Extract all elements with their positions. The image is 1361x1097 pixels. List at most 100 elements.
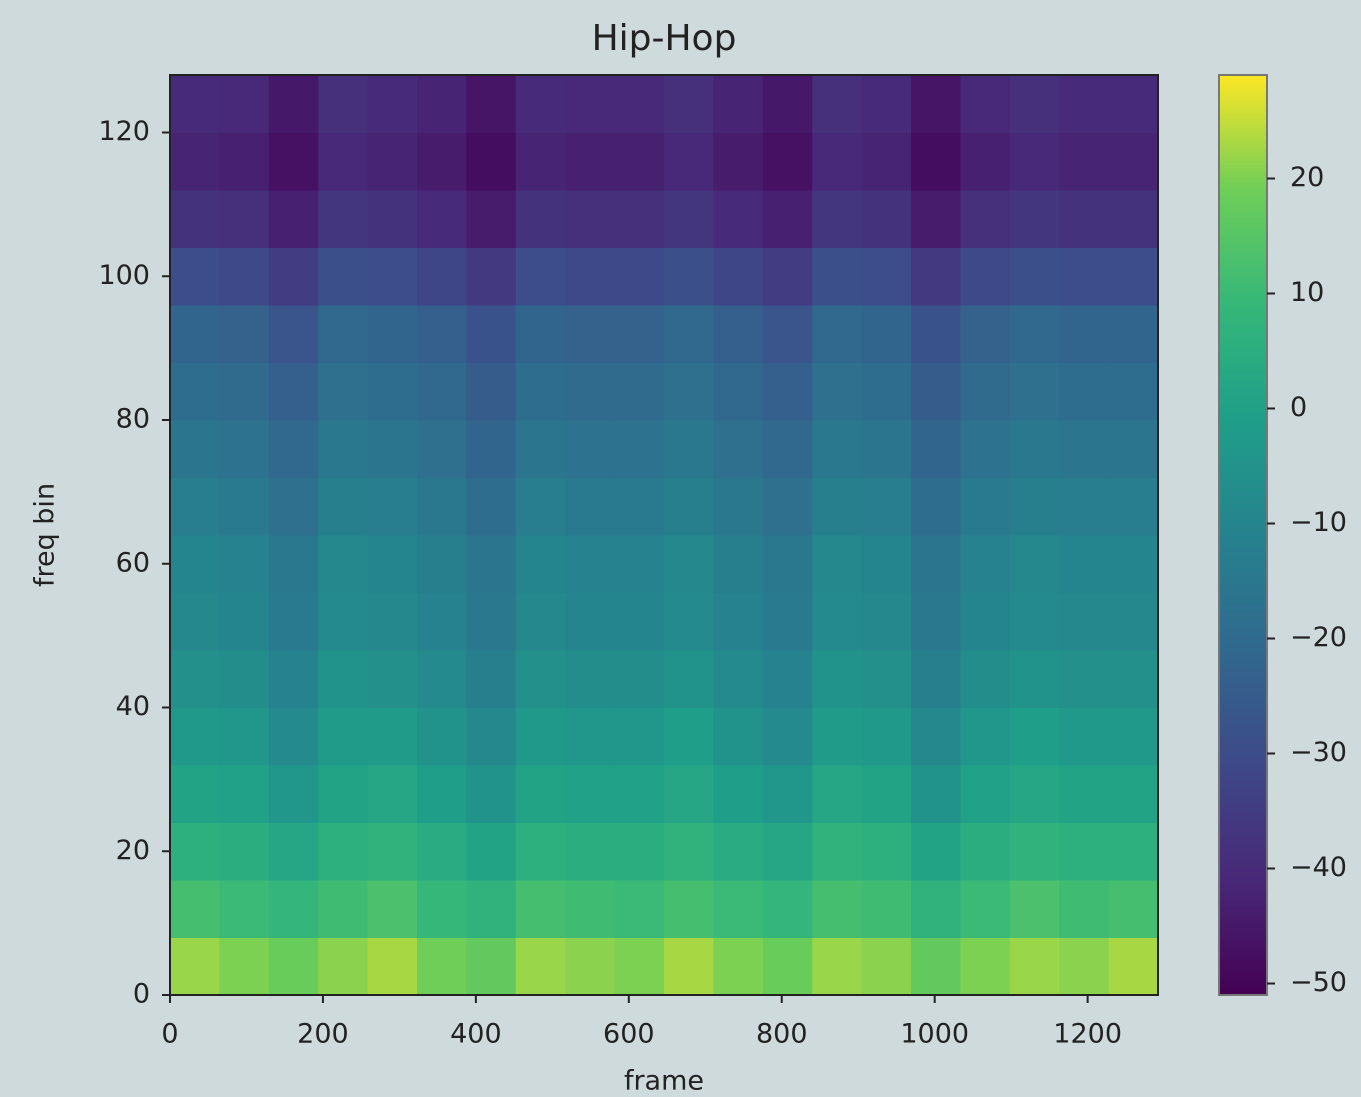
heatmap-cell <box>664 707 714 766</box>
heatmap-cell <box>318 190 369 248</box>
heatmap-cell <box>1009 592 1060 651</box>
heatmap-cell <box>664 75 714 133</box>
heatmap-cell <box>664 190 714 248</box>
heatmap-cell <box>268 937 319 996</box>
heatmap-cell <box>812 822 863 881</box>
heatmap-cell <box>960 592 1011 651</box>
heatmap-cell <box>417 420 467 478</box>
heatmap-cell <box>417 477 467 536</box>
heatmap-cell <box>812 707 863 766</box>
x-tick-label: 1000 <box>900 1019 969 1050</box>
heatmap-cell <box>1009 305 1060 363</box>
heatmap-cell <box>911 305 961 363</box>
heatmap-cell <box>219 190 270 248</box>
heatmap-cell <box>614 420 665 478</box>
heatmap-cell <box>1009 707 1060 766</box>
heatmap-cell <box>1059 650 1110 708</box>
heatmap-cell <box>1108 420 1159 478</box>
heatmap-cell <box>219 420 270 478</box>
heatmap-cell <box>861 362 912 421</box>
heatmap-cell <box>1108 362 1159 421</box>
heatmap-cell <box>861 190 912 248</box>
heatmap-cell <box>565 305 616 363</box>
heatmap-cell <box>268 822 319 881</box>
heatmap-cell <box>268 190 319 248</box>
heatmap-cell <box>614 362 665 421</box>
heatmap-cell <box>713 190 764 248</box>
heatmap-cell <box>515 190 566 248</box>
heatmap-cell <box>614 132 665 191</box>
heatmap-cell <box>762 305 813 363</box>
heatmap-cell <box>417 535 467 593</box>
y-tick-label: 60 <box>116 547 150 578</box>
heatmap-cell <box>960 420 1011 478</box>
heatmap-cell <box>812 880 863 938</box>
heatmap-cell <box>170 937 220 996</box>
x-tick-label: 1200 <box>1053 1019 1122 1050</box>
heatmap-cell <box>219 937 270 996</box>
heatmap-cell <box>219 707 270 766</box>
heatmap-cell <box>515 592 566 651</box>
heatmap-cell <box>1059 420 1110 478</box>
heatmap-cell <box>911 247 961 306</box>
heatmap-cell <box>1108 305 1159 363</box>
heatmap-cell <box>1009 822 1060 881</box>
heatmap-cell <box>713 477 764 536</box>
heatmap-cell <box>812 937 863 996</box>
heatmap-cell <box>614 75 665 133</box>
x-tick-label: 600 <box>603 1019 655 1050</box>
heatmap-cell <box>960 132 1011 191</box>
heatmap-cell <box>911 75 961 133</box>
heatmap-cell <box>1059 75 1110 133</box>
heatmap-cell <box>318 592 369 651</box>
heatmap-cell <box>861 937 912 996</box>
heatmap <box>170 75 1159 996</box>
heatmap-cell <box>911 420 961 478</box>
heatmap-cell <box>318 132 369 191</box>
heatmap-cell <box>713 535 764 593</box>
heatmap-cell <box>565 247 616 306</box>
chart-title: Hip-Hop <box>592 18 737 59</box>
heatmap-cell <box>911 707 961 766</box>
heatmap-cell <box>466 420 517 478</box>
heatmap-cell <box>713 822 764 881</box>
heatmap-cell <box>861 592 912 651</box>
heatmap-cell <box>268 132 319 191</box>
colorbar-tick-label: −30 <box>1290 737 1347 768</box>
heatmap-cell <box>1059 190 1110 248</box>
heatmap-cell <box>911 132 961 191</box>
heatmap-cell <box>1059 822 1110 881</box>
colorbar <box>1218 74 1268 996</box>
heatmap-cell <box>219 822 270 881</box>
colorbar-tick-label: −20 <box>1290 622 1347 653</box>
y-tick-label: 100 <box>98 260 150 291</box>
heatmap-cell <box>713 937 764 996</box>
heatmap-cell <box>417 362 467 421</box>
heatmap-cell <box>762 535 813 593</box>
heatmap-cell <box>219 880 270 938</box>
heatmap-cell <box>367 650 418 708</box>
colorbar-tick-label: −40 <box>1290 852 1347 883</box>
heatmap-cell <box>1059 362 1110 421</box>
heatmap-cell <box>1108 190 1159 248</box>
y-tick-label: 20 <box>116 835 150 866</box>
heatmap-cell <box>1108 707 1159 766</box>
heatmap-cell <box>1059 937 1110 996</box>
heatmap-cell <box>713 880 764 938</box>
heatmap-cell <box>614 535 665 593</box>
heatmap-cell <box>614 592 665 651</box>
heatmap-cell <box>417 937 467 996</box>
heatmap-cell <box>762 362 813 421</box>
heatmap-cell <box>762 592 813 651</box>
heatmap-cell <box>268 535 319 593</box>
heatmap-cell <box>565 650 616 708</box>
heatmap-cell <box>614 190 665 248</box>
heatmap-cell <box>861 247 912 306</box>
heatmap-cell <box>960 937 1011 996</box>
heatmap-cell <box>219 247 270 306</box>
heatmap-cell <box>614 707 665 766</box>
heatmap-cell <box>812 477 863 536</box>
heatmap-cell <box>417 247 467 306</box>
heatmap-cell <box>367 765 418 823</box>
heatmap-cell <box>466 362 517 421</box>
